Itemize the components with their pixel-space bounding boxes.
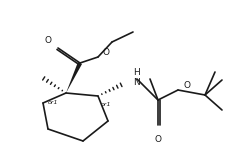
Text: O: O	[102, 47, 109, 56]
Text: N: N	[134, 78, 140, 86]
Text: or1: or1	[47, 100, 58, 106]
Text: or1: or1	[101, 101, 111, 107]
Text: O: O	[183, 81, 190, 89]
Text: O: O	[154, 135, 162, 144]
Polygon shape	[66, 62, 82, 93]
Text: H: H	[134, 68, 140, 77]
Text: O: O	[45, 36, 51, 44]
